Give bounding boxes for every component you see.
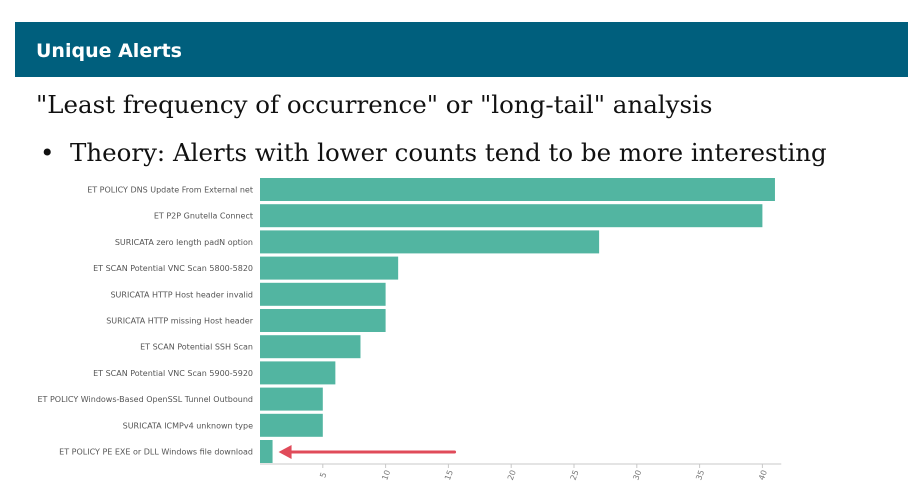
bar bbox=[260, 335, 361, 359]
x-tick-label: 5 bbox=[318, 471, 328, 479]
bar bbox=[260, 413, 323, 437]
x-tick-label: 35 bbox=[694, 469, 706, 482]
x-tick-label: 10 bbox=[380, 469, 392, 482]
bar bbox=[260, 282, 386, 306]
bar bbox=[260, 387, 323, 411]
category-label: ET POLICY Windows-Based OpenSSL Tunnel O… bbox=[38, 395, 254, 404]
bar bbox=[260, 440, 273, 463]
x-axis-ticks: 5 10 15 20 25 30 35 40 bbox=[318, 464, 769, 481]
x-tick-label: 25 bbox=[569, 469, 581, 482]
category-label: ET SCAN Potential VNC Scan 5900-5920 bbox=[93, 369, 253, 378]
category-label: ET P2P Gnutella Connect bbox=[154, 212, 253, 221]
bar bbox=[260, 178, 775, 201]
category-label: SURICATA HTTP Host header invalid bbox=[110, 290, 253, 299]
slide-header-bar: Unique Alerts bbox=[15, 22, 908, 77]
bar bbox=[260, 204, 763, 228]
slide-heading: "Least frequency of occurrence" or "long… bbox=[36, 90, 713, 119]
category-label: ET POLICY PE EXE or DLL Windows file dow… bbox=[59, 448, 253, 457]
bar bbox=[260, 230, 600, 254]
bar bbox=[260, 256, 399, 280]
category-label: SURICATA zero length padN option bbox=[115, 238, 253, 247]
category-labels: ET POLICY DNS Update From External net ET… bbox=[38, 186, 254, 457]
bullet-dot-icon: • bbox=[40, 138, 55, 167]
bar bbox=[260, 309, 386, 332]
slide-title: Unique Alerts bbox=[36, 40, 182, 62]
annotation-arrow bbox=[278, 445, 457, 459]
bar bbox=[260, 361, 336, 385]
x-tick-label: 15 bbox=[443, 469, 455, 482]
x-tick-label: 40 bbox=[757, 469, 769, 482]
category-label: ET POLICY DNS Update From External net bbox=[87, 186, 253, 195]
x-tick-label: 30 bbox=[631, 469, 643, 482]
category-label: SURICATA ICMPv4 unknown type bbox=[123, 421, 253, 430]
x-tick-label: 20 bbox=[506, 469, 518, 482]
arrow-head-icon bbox=[278, 445, 292, 459]
category-label: SURICATA HTTP missing Host header bbox=[106, 317, 254, 326]
bullet-item: • Theory: Alerts with lower counts tend t… bbox=[40, 134, 827, 172]
bullet-text: Theory: Alerts with lower counts tend to… bbox=[70, 138, 827, 167]
category-label: ET SCAN Potential SSH Scan bbox=[140, 343, 253, 352]
bars bbox=[260, 178, 775, 463]
category-label: ET SCAN Potential VNC Scan 5800-5820 bbox=[93, 264, 253, 273]
